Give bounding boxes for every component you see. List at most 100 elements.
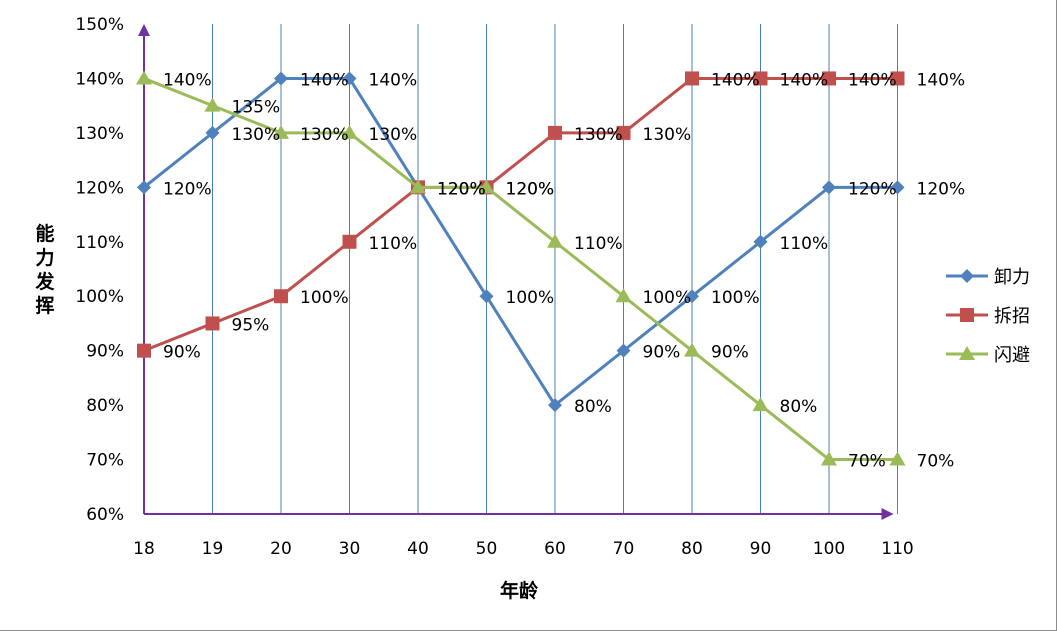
data-label: 90% <box>711 343 749 363</box>
series-line <box>143 76 898 407</box>
data-label: 130% <box>369 125 418 145</box>
data-point <box>205 316 220 331</box>
x-tick-label: 90 <box>750 539 772 559</box>
y-tick-label: 150% <box>75 15 124 35</box>
y-tick-label: 120% <box>75 178 124 198</box>
data-point <box>685 71 699 86</box>
data-point <box>273 124 289 139</box>
data-label: 80% <box>780 397 818 417</box>
y-tick-label: 80% <box>86 396 124 416</box>
data-label: 140% <box>300 70 349 90</box>
data-label: 70% <box>848 452 886 472</box>
y-tick-label: 60% <box>86 505 124 525</box>
legend-marker <box>960 308 974 322</box>
legend-label: 卸力 <box>994 267 1030 288</box>
data-label: 130% <box>232 125 281 145</box>
data-label: 140% <box>369 70 418 90</box>
y-tick-label: 140% <box>75 69 124 89</box>
data-label: 95% <box>232 315 270 335</box>
legend-item: 闪避 <box>946 345 1030 366</box>
data-point <box>821 451 837 466</box>
x-tick-label: 18 <box>133 539 155 559</box>
data-label: 100% <box>506 288 555 308</box>
data-labels: 120% 130% 140% 140% 100% 80% 90% 100% 110% 120% 12… <box>163 70 965 471</box>
data-label: 120% <box>506 179 555 199</box>
data-label: 90% <box>163 343 201 363</box>
data-point <box>341 124 358 139</box>
data-label: 120% <box>437 179 486 199</box>
data-point <box>342 71 357 86</box>
data-label: 110% <box>574 234 623 254</box>
data-point <box>136 70 152 85</box>
data-point <box>889 451 906 466</box>
y-tick-label: 100% <box>75 287 124 307</box>
data-label: 100% <box>711 288 760 308</box>
x-axis-arrow <box>881 508 894 520</box>
data-label: 100% <box>643 288 692 308</box>
x-tick-label: 30 <box>339 539 361 559</box>
data-point <box>616 343 631 358</box>
data-label: 80% <box>574 397 612 417</box>
y-tick-label: 110% <box>75 233 124 253</box>
x-tick-label: 60 <box>544 539 566 559</box>
data-point <box>684 342 700 357</box>
y-axis-title: 能力发挥 <box>34 222 55 317</box>
data-label: 120% <box>917 179 966 199</box>
data-label: 120% <box>506 179 555 199</box>
data-point <box>685 289 699 304</box>
data-point <box>204 97 221 112</box>
x-tick-labels: 18 19 20 30 40 50 60 70 80 90 100 110 <box>133 539 914 559</box>
grid-lines <box>212 24 898 514</box>
data-label: 140% <box>711 70 760 90</box>
data-point <box>616 125 631 140</box>
data-point <box>547 233 563 248</box>
y-tick-label: 130% <box>75 124 124 144</box>
x-tick-label: 70 <box>613 539 635 559</box>
data-point <box>274 289 288 304</box>
y-tick-label: 90% <box>86 342 124 362</box>
data-label: 140% <box>848 70 897 90</box>
legend-label: 拆招 <box>994 306 1030 327</box>
x-axis-title: 年龄 <box>500 579 539 602</box>
data-label: 140% <box>163 70 212 90</box>
legend-label: 闪避 <box>994 345 1030 366</box>
data-label: 120% <box>163 179 212 199</box>
data-label: 70% <box>917 452 955 472</box>
data-point <box>548 125 562 140</box>
y-axis-arrow <box>138 24 150 36</box>
x-tick-label: 100 <box>813 539 845 559</box>
data-point <box>752 397 769 412</box>
data-point <box>478 179 495 194</box>
data-label: 130% <box>574 125 623 145</box>
y-tick-label: 70% <box>86 451 124 471</box>
data-label: 120% <box>848 179 897 199</box>
data-point <box>274 71 288 86</box>
data-point <box>822 71 836 86</box>
data-point <box>548 398 562 413</box>
series <box>136 70 906 466</box>
data-label: 100% <box>300 288 349 308</box>
x-tick-label: 40 <box>407 539 429 559</box>
data-label: 120% <box>437 179 486 199</box>
series-line <box>143 76 898 353</box>
legend-item: 拆招 <box>946 306 1030 327</box>
legend-marker <box>960 269 974 283</box>
data-label: 130% <box>300 125 349 145</box>
series-line <box>143 77 898 462</box>
data-point <box>137 343 151 358</box>
data-point <box>890 180 905 195</box>
x-tick-label: 20 <box>270 539 292 559</box>
data-point <box>615 288 632 303</box>
data-label: 140% <box>780 70 829 90</box>
data-point <box>753 71 768 86</box>
data-point <box>890 71 905 86</box>
axes <box>138 24 894 520</box>
x-tick-label: 80 <box>681 539 703 559</box>
x-tick-label: 50 <box>476 539 498 559</box>
legend-marker <box>959 346 975 360</box>
y-tick-labels: 60% 70% 80% 90% 100% 110% 120% 130% 140% 150% <box>75 15 124 525</box>
data-label: 90% <box>643 343 681 363</box>
data-label: 130% <box>643 125 692 145</box>
